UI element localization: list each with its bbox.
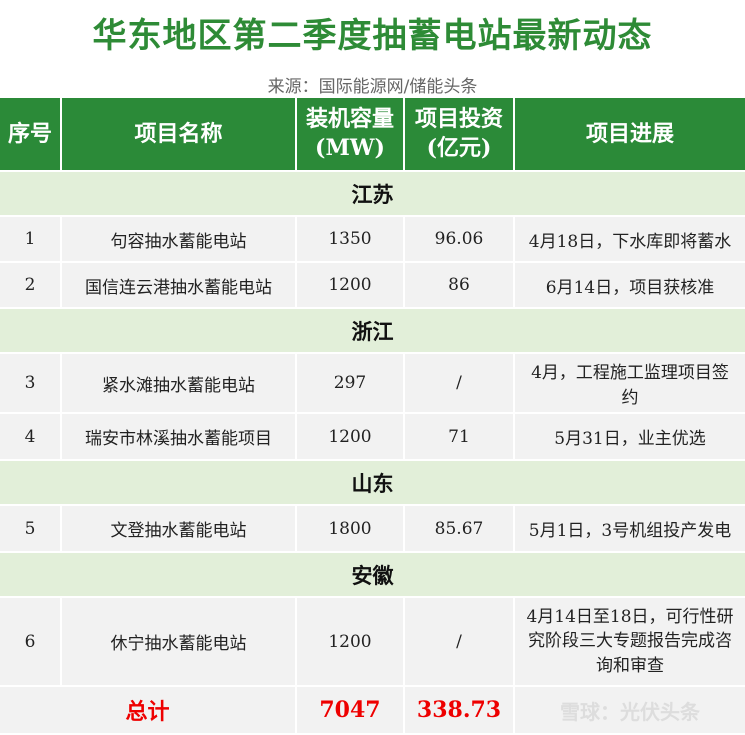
cell-no: 1 [0,217,60,261]
cell-capacity: 1200 [297,598,403,685]
cell-progress: 4月18日，下水库即将蓄水 [515,217,745,261]
header-no: 序号 [0,98,60,170]
cell-investment: 96.06 [405,217,513,261]
source-note: 来源：国际能源网/储能头条 [267,77,478,97]
cell-progress: 4月，工程施工监理项目签约 [515,354,745,412]
cell-progress: 4月14日至18日，可行性研究阶段三大专题报告完成咨询和审查 [515,598,745,685]
total-investment: 338.73 [405,687,513,733]
header-capacity: 装机容量 (MW) [297,98,403,170]
cell-progress: 5月31日，业主优选 [515,414,745,459]
cell-investment: 86 [405,263,513,307]
cell-no: 5 [0,506,60,551]
group-row: 安徽 [0,553,745,596]
cell-investment: 71 [405,414,513,459]
cell-investment: / [405,354,513,412]
page-title: 华东地区第二季度抽蓄电站最新动态 [92,16,653,56]
cell-investment: 85.67 [405,506,513,551]
table-header: 序号 项目名称 装机容量 (MW) 项目投资 (亿元) 项目进展 [0,98,745,170]
cell-name: 休宁抽水蓄能电站 [62,598,295,685]
table-row: 1 句容抽水蓄能电站 1350 96.06 4月18日，下水库即将蓄水 [0,217,745,261]
cell-capacity: 1350 [297,217,403,261]
cell-progress: 6月14日，项目获核准 [515,263,745,307]
header-name: 项目名称 [62,98,295,170]
group-row: 山东 [0,461,745,504]
cell-name: 句容抽水蓄能电站 [62,217,295,261]
group-row: 江苏 [0,172,745,215]
table-row: 4 瑞安市林溪抽水蓄能项目 1200 71 5月31日，业主优选 [0,414,745,459]
header-progress: 项目进展 [515,98,745,170]
total-row: 总计 7047 338.73 雪球：光伏头条 [0,687,745,733]
cell-name: 文登抽水蓄能电站 [62,506,295,551]
cell-capacity: 1800 [297,506,403,551]
cell-progress: 5月1日，3号机组投产发电 [515,506,745,551]
header-investment: 项目投资 (亿元) [405,98,513,170]
watermark: 雪球：光伏头条 [560,699,700,724]
cell-name: 国信连云港抽水蓄能电站 [62,263,295,307]
cell-no: 3 [0,354,60,412]
cell-capacity: 297 [297,354,403,412]
group-row: 浙江 [0,309,745,352]
cell-name: 瑞安市林溪抽水蓄能项目 [62,414,295,459]
cell-capacity: 1200 [297,414,403,459]
table-row: 5 文登抽水蓄能电站 1800 85.67 5月1日，3号机组投产发电 [0,506,745,551]
cell-no: 2 [0,263,60,307]
total-label: 总计 [0,687,295,733]
cell-no: 4 [0,414,60,459]
cell-capacity: 1200 [297,263,403,307]
project-table: 序号 项目名称 装机容量 (MW) 项目投资 (亿元) 项目进展 江苏 1 句容抽水蓄… [0,96,745,735]
table-row: 2 国信连云港抽水蓄能电站 1200 86 6月14日，项目获核准 [0,263,745,307]
total-capacity: 7047 [297,687,403,733]
cell-name: 紧水滩抽水蓄能电站 [62,354,295,412]
table-row: 6 休宁抽水蓄能电站 1200/4月14日至18日，可行性研究阶段三大专题报告完成咨… [0,598,745,685]
table-row: 3 紧水滩抽水蓄能电站 297/4月，工程施工监理项目签约 [0,354,745,412]
cell-no: 6 [0,598,60,685]
cell-investment: / [405,598,513,685]
